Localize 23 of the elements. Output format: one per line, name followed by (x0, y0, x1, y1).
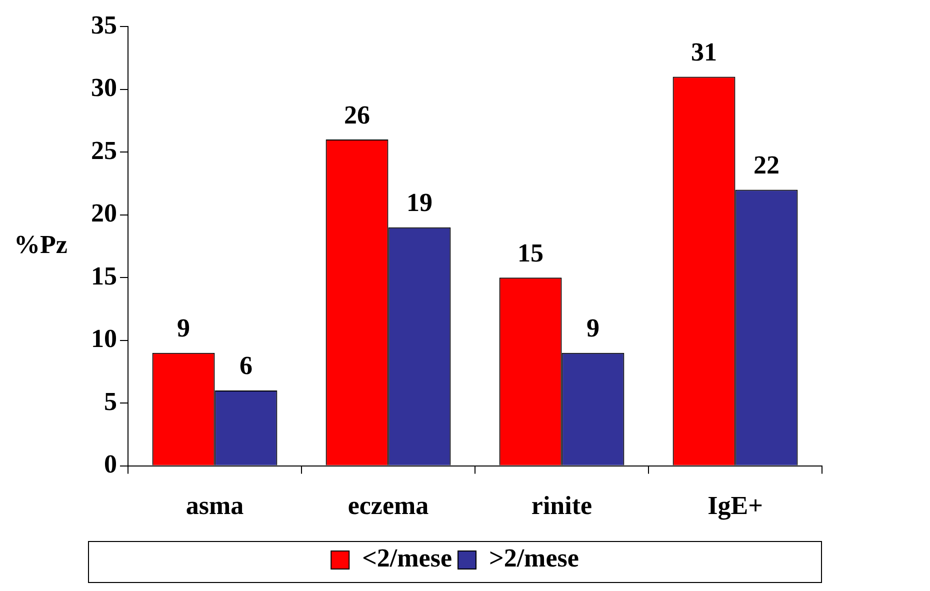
y-tick-label: 0 (104, 450, 117, 479)
x-tick-label: rinite (531, 491, 592, 520)
x-tick-label: IgE+ (708, 491, 763, 520)
x-tick-label: asma (186, 491, 244, 520)
y-tick-label: 10 (91, 324, 117, 354)
y-tick-label: 15 (91, 261, 117, 290)
data-label: 22 (753, 150, 780, 180)
y-tick-label: 35 (91, 10, 117, 40)
data-label: 9 (177, 314, 190, 343)
data-label: 15 (518, 238, 544, 268)
data-label: 6 (239, 351, 252, 380)
y-tick-label: 5 (104, 386, 117, 416)
data-label: 31 (691, 38, 718, 67)
x-tick-label: eczema (348, 491, 429, 520)
data-label: 19 (406, 188, 432, 218)
data-label: 9 (586, 314, 600, 343)
legend-label: <2/mese (362, 544, 452, 573)
data-label: 26 (344, 100, 370, 130)
y-tick-label: 30 (91, 73, 117, 102)
legend-label: >2/mese (489, 544, 579, 573)
y-tick-label: 20 (91, 198, 117, 228)
y-axis-title: %Pz (14, 230, 68, 259)
y-tick-label: 25 (91, 136, 117, 165)
